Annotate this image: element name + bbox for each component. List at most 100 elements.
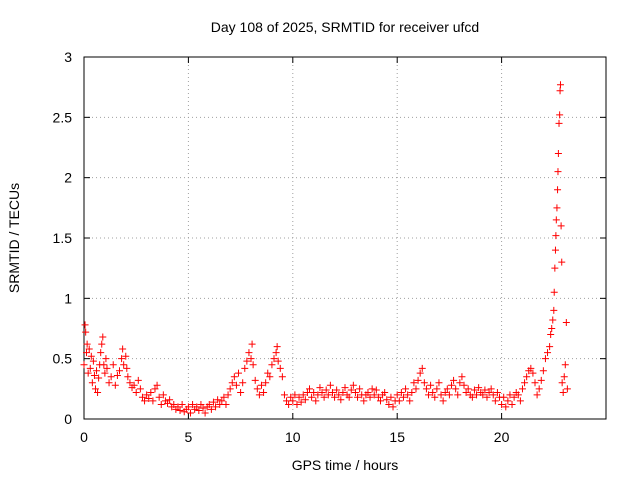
data-point: [551, 264, 559, 272]
data-point: [546, 343, 554, 351]
data-point: [318, 388, 326, 396]
data-point: [83, 340, 91, 348]
data-point: [487, 385, 495, 393]
y-tick-label: 1.5: [53, 230, 73, 246]
grid-lines: [84, 57, 606, 419]
data-point: [289, 397, 297, 405]
data-point: [141, 397, 149, 405]
data-point: [341, 384, 349, 392]
data-point: [558, 379, 566, 387]
data-point: [157, 401, 165, 409]
data-point: [549, 316, 557, 324]
data-point: [404, 391, 412, 399]
x-tick-label: 20: [494, 429, 510, 445]
data-point: [176, 407, 184, 415]
data-point: [551, 246, 559, 254]
data-point: [308, 393, 316, 401]
data-point: [312, 397, 320, 405]
data-point: [170, 401, 178, 409]
data-point: [433, 385, 441, 393]
data-point: [387, 393, 395, 401]
data-point: [447, 381, 455, 389]
data-point: [276, 364, 284, 372]
data-point: [212, 403, 220, 411]
data-point: [548, 325, 556, 332]
data-point: [376, 397, 384, 405]
data-point: [408, 388, 416, 396]
data-point: [95, 374, 103, 382]
data-point: [228, 379, 236, 387]
data-point: [553, 204, 561, 212]
data-point: [418, 364, 426, 372]
data-point: [521, 379, 529, 387]
data-point: [508, 401, 516, 409]
data-point: [283, 397, 291, 405]
data-point: [562, 318, 570, 326]
data-point: [500, 393, 508, 401]
data-point: [97, 349, 105, 357]
data-point: [115, 367, 123, 375]
data-point: [360, 397, 368, 405]
data-point: [541, 355, 549, 363]
data-point: [293, 401, 301, 409]
data-point: [264, 369, 272, 377]
data-point: [554, 186, 562, 194]
data-point: [251, 376, 259, 384]
data-point: [93, 367, 101, 375]
data-point: [450, 376, 458, 384]
data-point: [272, 349, 280, 357]
y-tick-label: 2: [64, 170, 72, 186]
y-axis-label: SRMTID / TECUs: [6, 183, 22, 293]
data-point: [195, 407, 203, 415]
data-point: [544, 349, 552, 357]
data-point: [130, 381, 138, 389]
data-point: [87, 352, 95, 360]
data-point: [416, 369, 424, 377]
data-point: [89, 357, 97, 365]
data-point: [174, 403, 182, 411]
data-point: [535, 385, 543, 393]
data-point: [427, 381, 435, 389]
data-point: [266, 373, 274, 381]
data-point: [222, 401, 230, 409]
data-point: [429, 388, 437, 396]
axis-ticks: [83, 56, 606, 420]
data-point: [422, 385, 430, 393]
data-point: [278, 373, 286, 381]
data-point: [366, 393, 374, 401]
data-point: [498, 401, 506, 409]
data-point: [243, 357, 251, 365]
data-point: [374, 393, 382, 401]
data-point: [310, 388, 318, 396]
data-point: [109, 361, 117, 369]
data-point: [550, 306, 558, 314]
data-point: [555, 119, 563, 127]
data-point: [159, 391, 167, 399]
data-point: [412, 385, 420, 393]
data-point: [230, 373, 238, 381]
data-point: [349, 381, 357, 389]
data-point: [399, 393, 407, 401]
data-point: [464, 385, 472, 393]
data-point: [561, 361, 569, 369]
data-point: [557, 222, 565, 230]
data-point: [270, 355, 278, 363]
data-point: [483, 393, 491, 401]
data-point: [356, 385, 364, 393]
data-point: [295, 393, 303, 401]
data-point: [510, 393, 518, 401]
y-tick-label: 3: [64, 49, 72, 65]
data-point: [397, 388, 405, 396]
data-point: [410, 379, 418, 387]
data-point: [322, 386, 330, 394]
data-point: [337, 396, 345, 404]
data-point: [431, 393, 439, 401]
data-point: [239, 379, 247, 387]
data-point: [90, 372, 98, 380]
data-point: [326, 381, 334, 389]
data-point: [226, 385, 234, 393]
data-point: [554, 168, 562, 176]
data-point: [527, 364, 535, 372]
data-point: [550, 288, 558, 296]
data-point: [268, 361, 276, 369]
